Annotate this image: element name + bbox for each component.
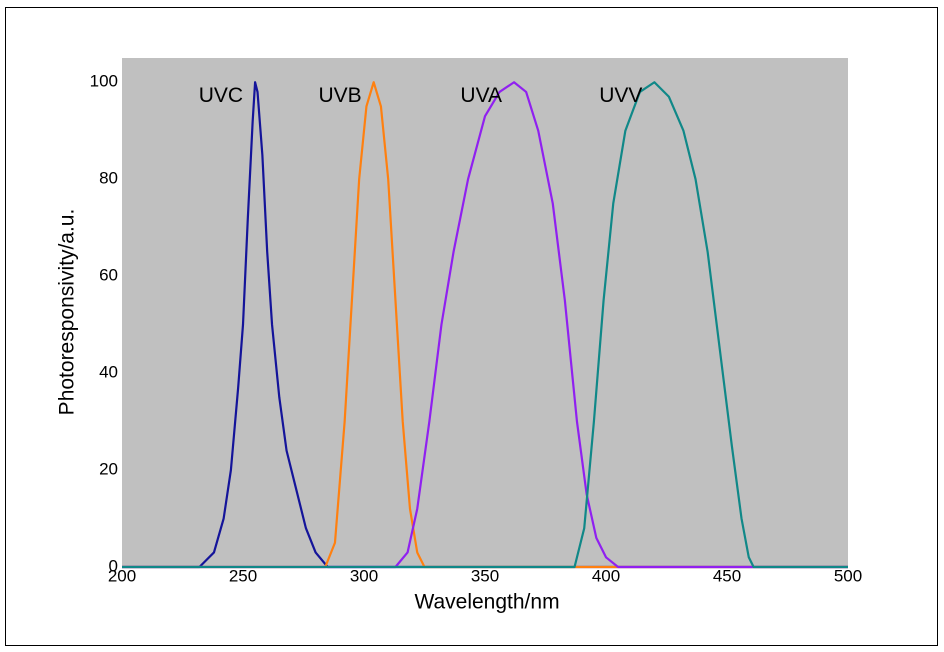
x-axis-title: Wavelength/nm (414, 591, 559, 614)
y-tick-label: 20 (99, 460, 118, 479)
y-tick-label: 60 (99, 266, 118, 285)
y-tick-label: 100 (90, 72, 118, 91)
series-label: UVA (460, 84, 502, 107)
series-line (122, 81, 848, 569)
series-label: UVC (199, 84, 243, 107)
x-tick-label: 250 (229, 566, 257, 585)
x-tick-label: 300 (350, 566, 378, 585)
y-tick-label: 0 (109, 556, 118, 575)
x-tick-label: 200 (108, 566, 136, 585)
plot-background (122, 58, 848, 567)
series-line (122, 81, 848, 569)
y-axis-title: Photoresponsivity/a.u. (56, 209, 79, 416)
series-label: UVB (318, 84, 361, 107)
y-tick-label: 40 (99, 363, 118, 382)
x-tick-label: 500 (834, 566, 862, 585)
series-line (122, 81, 848, 569)
x-tick-label: 400 (592, 566, 620, 585)
series-line (122, 81, 848, 569)
x-tick-label: 450 (713, 566, 741, 585)
y-tick-label: 80 (99, 169, 118, 188)
plot-area: 200 250 300 350 400 450 500 0 20 40 60 80 100 UVC UVB U… (90, 58, 862, 585)
series-label: UVV (599, 84, 642, 107)
x-tick-label: 350 (471, 566, 499, 585)
